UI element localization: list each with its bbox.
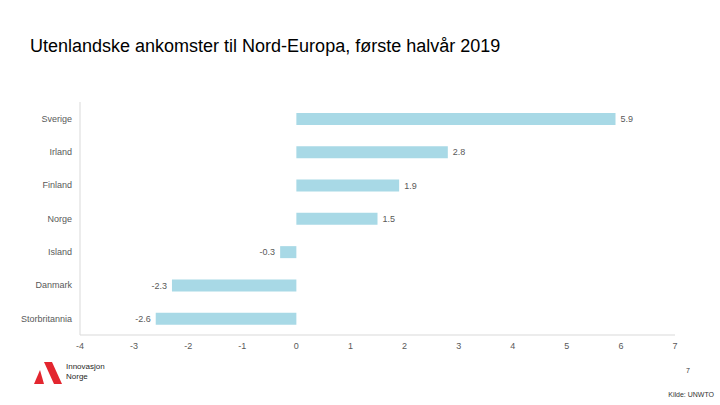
svg-text:-4: -4 — [76, 341, 84, 351]
svg-text:5.9: 5.9 — [621, 114, 634, 124]
svg-text:-2: -2 — [184, 341, 192, 351]
svg-text:Island: Island — [48, 247, 72, 257]
svg-text:2.8: 2.8 — [453, 147, 466, 157]
svg-text:-2.3: -2.3 — [151, 281, 167, 291]
svg-text:Finland: Finland — [42, 180, 72, 190]
svg-text:3: 3 — [456, 341, 461, 351]
svg-text:5: 5 — [564, 341, 569, 351]
svg-text:-1: -1 — [238, 341, 246, 351]
svg-text:6: 6 — [618, 341, 623, 351]
svg-text:7: 7 — [672, 341, 677, 351]
svg-text:-0.3: -0.3 — [260, 247, 276, 257]
svg-text:Norge: Norge — [47, 214, 72, 224]
html-text:Norge: Norge — [66, 372, 88, 381]
html-text:Utenlandske ankomster til Nord: Utenlandske ankomster til Nord-Europa, f… — [30, 36, 501, 56]
svg-text:-3: -3 — [130, 341, 138, 351]
html-text:7: 7 — [686, 367, 690, 374]
svg-text:1.5: 1.5 — [383, 214, 396, 224]
svg-text:-2.6: -2.6 — [135, 314, 151, 324]
svg-text:Sverige: Sverige — [41, 114, 72, 124]
svg-text:2: 2 — [402, 341, 407, 351]
svg-text:1: 1 — [348, 341, 353, 351]
html-text:Kilde: UNWTO: Kilde: UNWTO — [668, 391, 714, 398]
svg-text:Irland: Irland — [49, 147, 72, 157]
svg-text:1.9: 1.9 — [404, 181, 417, 191]
html-text:Innovasjon: Innovasjon — [66, 362, 105, 371]
svg-text:Storbritannia: Storbritannia — [21, 314, 72, 324]
svg-text:Danmark: Danmark — [35, 280, 72, 290]
svg-text:0: 0 — [294, 341, 299, 351]
svg-text:4: 4 — [510, 341, 515, 351]
